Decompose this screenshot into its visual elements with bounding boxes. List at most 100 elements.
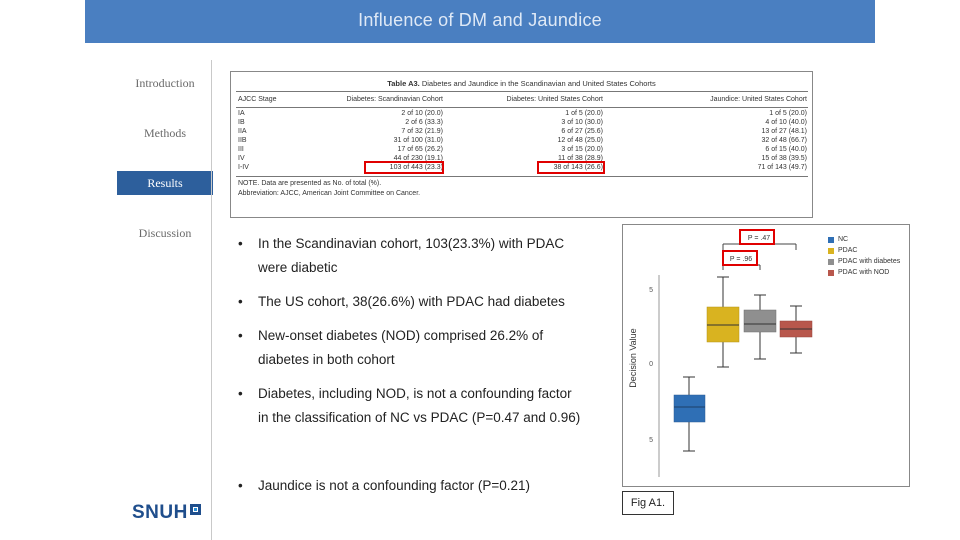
bullet-item: • The US cohort, 38(26.6%) with PDAC had… xyxy=(238,290,608,314)
nav-item-introduction[interactable]: Introduction xyxy=(135,76,195,90)
bullet-item: • New-onset diabetes (NOD) comprised 26.… xyxy=(238,324,608,372)
bullet-text: The US cohort, 38(26.6%) with PDAC had d… xyxy=(258,294,565,309)
legend-swatch xyxy=(828,248,834,254)
table-cell: 11 of 38 (28.9) xyxy=(557,155,603,162)
bullet-text: New-onset diabetes (NOD) comprised 26.2%… xyxy=(258,328,544,343)
table-title: Table A3. Diabetes and Jaundice in the S… xyxy=(231,79,812,88)
table-row: IIA 7 of 32 (21.9) 6 of 27 (25.6) 13 of … xyxy=(231,128,812,137)
p-value-highlight xyxy=(722,250,758,266)
bullet-item: • In the Scandinavian cohort, 103(23.3%)… xyxy=(238,232,608,280)
pdac-box xyxy=(706,276,740,368)
table-header: AJCC Stage xyxy=(238,96,277,103)
table-cell: 6 of 15 (40.0) xyxy=(765,146,807,153)
table-rule xyxy=(236,107,808,108)
legend-item: PDAC with diabetes xyxy=(828,258,918,268)
boxplot-svg: Decision Value 5 0 5 xyxy=(628,229,813,477)
p-value-label: P = .96 xyxy=(730,256,752,263)
y-tick-label: 5 xyxy=(649,437,653,444)
table-cell: IV xyxy=(238,155,245,162)
table-cell: 6 of 27 (25.6) xyxy=(561,128,603,135)
scandinavian-total-highlight xyxy=(364,161,444,174)
table-cell: 71 of 143 (49.7) xyxy=(757,164,807,171)
table-cell: 3 of 15 (20.0) xyxy=(561,146,603,153)
figure-caption: Fig A1. xyxy=(622,491,674,515)
nav-item-results[interactable]: Results xyxy=(117,171,213,195)
y-tick-label: 5 xyxy=(649,287,653,294)
table-row: IA 2 of 10 (20.0) 1 of 5 (20.0) 1 of 5 (… xyxy=(231,110,812,119)
snuh-logo: SNUH xyxy=(132,500,212,526)
y-tick-label: 0 xyxy=(649,361,653,368)
logo-mark-icon xyxy=(190,504,201,515)
table-cell: 3 of 10 (30.0) xyxy=(561,119,603,126)
table-cell: 15 of 38 (39.5) xyxy=(761,155,807,162)
bullet-dot: • xyxy=(238,478,243,493)
pdac-with-nod-box xyxy=(779,305,813,354)
table-cell: III xyxy=(238,146,244,153)
bullet-dot: • xyxy=(238,294,243,309)
y-axis-label: Decision Value xyxy=(628,328,638,387)
legend-swatch xyxy=(828,237,834,243)
sidebar-divider xyxy=(211,60,212,540)
nc-box xyxy=(673,376,706,452)
table-rule xyxy=(236,91,808,92)
us-total-highlight xyxy=(537,161,605,174)
nav-item-discussion[interactable]: Discussion xyxy=(138,226,192,240)
bullet-text: diabetes in both cohort xyxy=(258,352,395,367)
table-cell: IIA xyxy=(238,128,247,135)
table-header: Diabetes: Scandinavian Cohort xyxy=(346,96,443,103)
table-row: IB 2 of 6 (33.3) 3 of 10 (30.0) 4 of 10 … xyxy=(231,119,812,128)
table-cell: I-IV xyxy=(238,164,249,171)
logo-text: SNUH xyxy=(132,502,188,523)
table-cell: IIB xyxy=(238,137,247,144)
legend-item: PDAC with NOD xyxy=(828,269,918,279)
bullet-text: In the Scandinavian cohort, 103(23.3%) w… xyxy=(258,236,565,251)
table-cell: 2 of 6 (33.3) xyxy=(405,119,443,126)
table-cell: IB xyxy=(238,119,245,126)
table-cell: 103 of 443 (23.3) xyxy=(389,164,443,171)
table-row: IIB 31 of 100 (31.0) 12 of 48 (25.0) 32 … xyxy=(231,137,812,146)
table-cell: 12 of 48 (25.0) xyxy=(557,137,603,144)
table-cell: 17 of 65 (26.2) xyxy=(397,146,443,153)
table-row: IV 44 of 230 (19.1) 11 of 38 (28.9) 15 o… xyxy=(231,155,812,164)
title-bar: Influence of DM and Jaundice xyxy=(85,0,875,43)
legend-item: PDAC xyxy=(828,247,918,257)
diabetes-jaundice-table: Table A3. Diabetes and Jaundice in the S… xyxy=(230,71,813,218)
table-cell: 38 of 143 (26.6) xyxy=(553,164,603,171)
table-rule xyxy=(236,176,808,177)
slide-title: Influence of DM and Jaundice xyxy=(358,10,602,30)
table-cell: 13 of 27 (48.1) xyxy=(761,128,807,135)
table-label: Table A3. xyxy=(387,79,420,88)
legend-item: NC xyxy=(828,236,918,246)
legend-swatch xyxy=(828,259,834,265)
table-cell: 2 of 10 (20.0) xyxy=(401,110,443,117)
table-header-row: AJCC Stage Diabetes: Scandinavian Cohort… xyxy=(231,96,812,105)
bullet-dot: • xyxy=(238,386,243,401)
legend-label: PDAC xyxy=(838,247,858,254)
table-cell: 4 of 10 (40.0) xyxy=(765,119,807,126)
p-value-highlight xyxy=(739,229,775,245)
table-cell: 7 of 32 (21.9) xyxy=(401,128,443,135)
pdac-with-diabetes-box xyxy=(743,294,777,360)
table-cell: 31 of 100 (31.0) xyxy=(393,137,443,144)
legend-label: NC xyxy=(838,236,849,243)
table-cell: IA xyxy=(238,110,245,117)
nav-item-methods[interactable]: Methods xyxy=(144,126,186,140)
legend-swatch xyxy=(828,270,834,276)
table-header: Diabetes: United States Cohort xyxy=(506,96,604,103)
table-note: NOTE. Data are presented as No. of total… xyxy=(238,180,382,187)
legend-label: PDAC with NOD xyxy=(838,269,890,276)
table-cell: 1 of 5 (20.0) xyxy=(565,110,603,117)
table-cell: 44 of 230 (19.1) xyxy=(393,155,443,162)
table-caption: Diabetes and Jaundice in the Scandinavia… xyxy=(421,79,656,88)
bullet-dot: • xyxy=(238,328,243,343)
bullet-text: Diabetes, including NOD, is not a confou… xyxy=(258,386,572,401)
table-cell: 32 of 48 (66.7) xyxy=(761,137,807,144)
bullet-text: Jaundice is not a confounding factor (P=… xyxy=(258,478,531,493)
table-abbreviation: Abbreviation: AJCC, American Joint Commi… xyxy=(238,190,421,197)
bullet-text: were diabetic xyxy=(258,260,338,275)
table-cell: 1 of 5 (20.0) xyxy=(769,110,807,117)
p-value-label: P = .47 xyxy=(748,235,770,242)
table-row: III 17 of 65 (26.2) 3 of 15 (20.0) 6 of … xyxy=(231,146,812,155)
legend-label: PDAC with diabetes xyxy=(838,258,901,265)
decision-value-boxplot: Decision Value 5 0 5 xyxy=(622,224,910,487)
